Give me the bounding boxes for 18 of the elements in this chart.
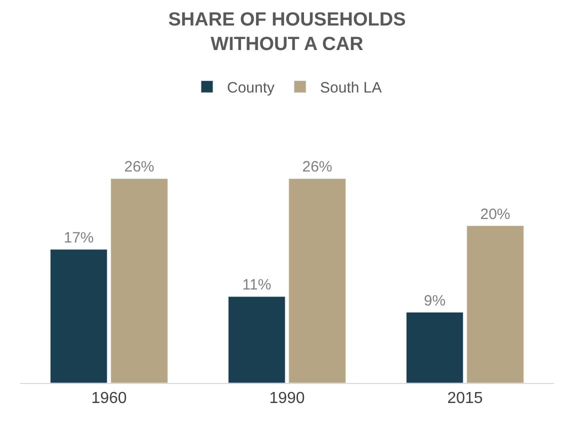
data-label: 20%	[480, 206, 510, 223]
bar	[406, 312, 464, 383]
bar	[228, 296, 286, 383]
data-label: 26%	[124, 158, 154, 176]
data-label: 11%	[242, 276, 272, 294]
bar	[110, 178, 168, 383]
bar	[288, 178, 346, 383]
legend-label: South LA	[320, 80, 382, 96]
data-label: 26%	[302, 158, 332, 176]
chart-title: SHARE OF HOUSEHOLDS WITHOUT A CAR	[168, 10, 406, 56]
x-tick-label: 1960	[91, 390, 127, 408]
data-label: 17%	[64, 229, 94, 246]
x-tick-label: 1990	[269, 390, 305, 408]
x-tick-label: 2015	[447, 390, 483, 408]
data-label: 9%	[424, 292, 446, 310]
bar	[50, 249, 108, 383]
bar	[466, 226, 524, 383]
legend-label: County	[227, 80, 276, 96]
